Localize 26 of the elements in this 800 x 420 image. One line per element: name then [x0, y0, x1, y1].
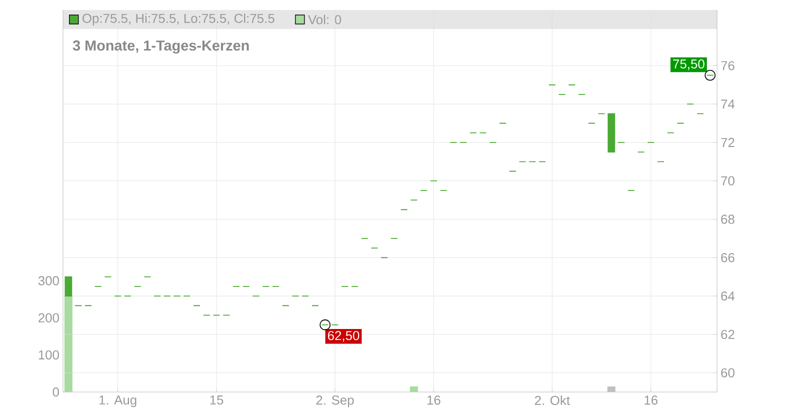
y-tick-label: 100: [38, 350, 59, 360]
annotation: 75,50: [673, 59, 704, 70]
y2-tick-label: 72: [721, 138, 734, 147]
y-tick-label: 0: [52, 387, 59, 397]
annotation: 62,50: [328, 331, 360, 342]
x-tick-label: 16: [427, 396, 440, 405]
y2-tick-label: 74: [721, 100, 735, 109]
y2-tick-label: 64: [721, 291, 735, 301]
text: 3 Monate, 1-Tages-Kerzen: [72, 40, 249, 54]
y-tick-label: 200: [38, 313, 59, 322]
legend-label: Op:75.5, Hi:75.5, Lo:75.5, Cl:75.5: [82, 13, 274, 26]
x-tick-label: 2. Sep: [316, 396, 354, 408]
y2-tick-label: 70: [721, 176, 734, 186]
y2-tick-label: 76: [721, 61, 734, 70]
legend-label: Vol: 0: [308, 14, 342, 24]
y2-tick-label: 66: [721, 253, 734, 262]
y2-tick-label: 68: [721, 214, 734, 224]
y2-tick-label: 62: [721, 330, 734, 339]
candlestick: [64, 276, 72, 296]
x-tick-label: 15: [210, 396, 224, 405]
x-tick-label: 2. Okt: [534, 396, 570, 406]
candlestick: [608, 113, 616, 152]
x-tick-label: 16: [644, 396, 658, 405]
x-tick-label: 1. Aug: [99, 396, 136, 408]
y2-tick-label: 60: [721, 368, 734, 378]
y-tick-label: 300: [38, 276, 59, 286]
